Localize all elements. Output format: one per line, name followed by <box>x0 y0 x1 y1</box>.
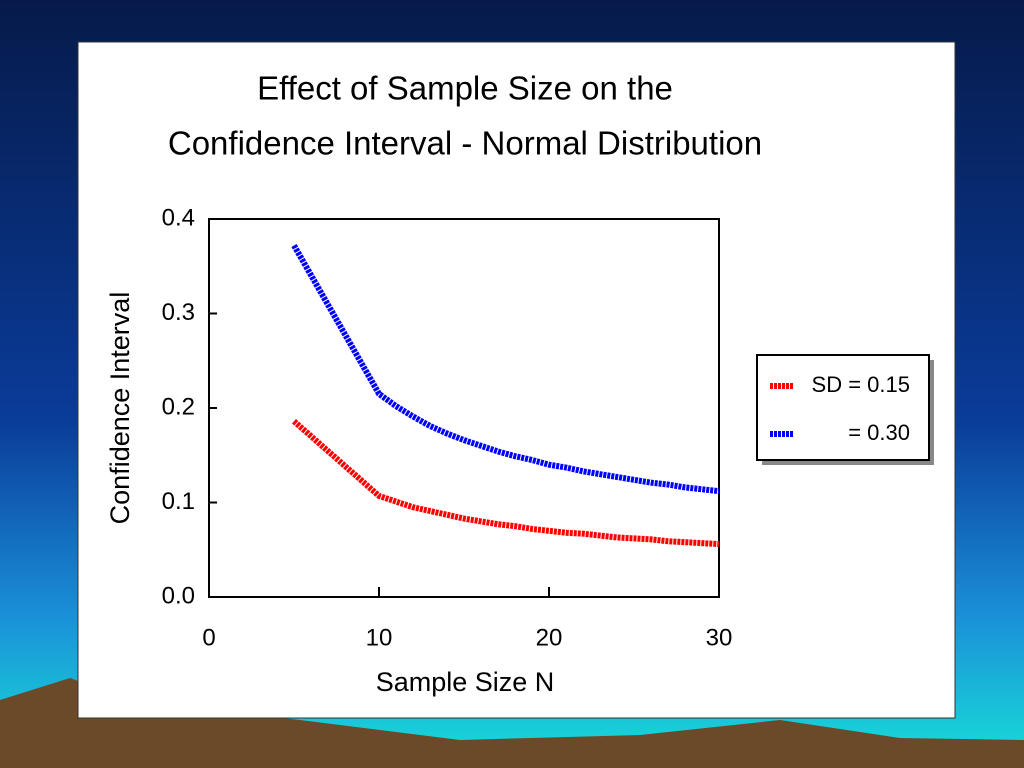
legend-box <box>756 354 930 461</box>
y-tick-label: 0.0 <box>162 582 195 609</box>
data-line <box>291 243 720 495</box>
x-tick-label: 30 <box>706 624 733 651</box>
y-tick-label: 0.2 <box>162 393 195 420</box>
legend-label: SD = 0.15 <box>812 372 910 397</box>
chart-title: Effect of Sample Size on the <box>257 70 673 107</box>
legend-label: = 0.30 <box>848 420 910 445</box>
y-axis-label: Confidence Interval <box>105 292 135 525</box>
y-tick-label: 0.3 <box>162 299 195 326</box>
x-tick-label: 10 <box>366 624 393 651</box>
y-tick-label: 0.4 <box>162 204 195 231</box>
x-tick-label: 20 <box>536 624 563 651</box>
mountains <box>0 678 1024 768</box>
y-tick-label: 0.1 <box>162 488 195 515</box>
x-axis-label: Sample Size N <box>376 667 555 697</box>
chart-title: Confidence Interval - Normal Distributio… <box>168 125 762 162</box>
x-tick-label: 0 <box>202 624 215 651</box>
data-line <box>292 418 720 548</box>
